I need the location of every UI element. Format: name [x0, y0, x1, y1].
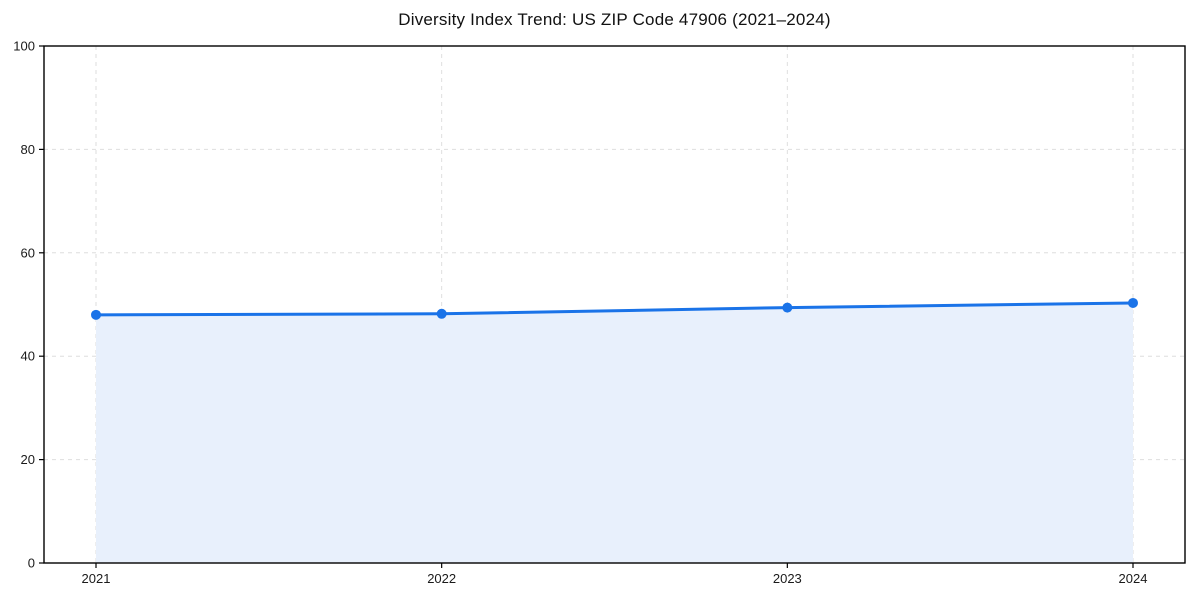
data-points: [91, 297, 1138, 320]
y-tick-label: 60: [21, 245, 35, 260]
data-point: [782, 302, 793, 313]
chart-title: Diversity Index Trend: US ZIP Code 47906…: [398, 10, 831, 29]
trend-line: [94, 301, 1135, 317]
y-tick-label: 80: [21, 142, 35, 157]
series-line: [94, 301, 1135, 317]
data-point: [436, 308, 447, 319]
x-tick-label: 2021: [82, 571, 111, 586]
x-tick-label: 2024: [1119, 571, 1148, 586]
area: [96, 302, 1133, 563]
axes: [43, 45, 1186, 564]
data-point: [1128, 297, 1138, 308]
y-tick-label: 0: [28, 556, 35, 571]
plot-border: [43, 45, 1186, 564]
y-tick-label: 100: [13, 39, 35, 54]
y-tick-label: 20: [21, 452, 35, 467]
y-tick-label: 40: [21, 349, 35, 364]
data-point: [91, 309, 101, 320]
tick-marks: [39, 45, 1134, 568]
area-fill: [96, 302, 1133, 563]
x-tick-label: 2023: [773, 571, 802, 586]
x-tick-label: 2022: [427, 571, 456, 586]
tick-labels: 0 20 40 60 80 100 2021 2022 2023 2024: [13, 39, 1147, 587]
